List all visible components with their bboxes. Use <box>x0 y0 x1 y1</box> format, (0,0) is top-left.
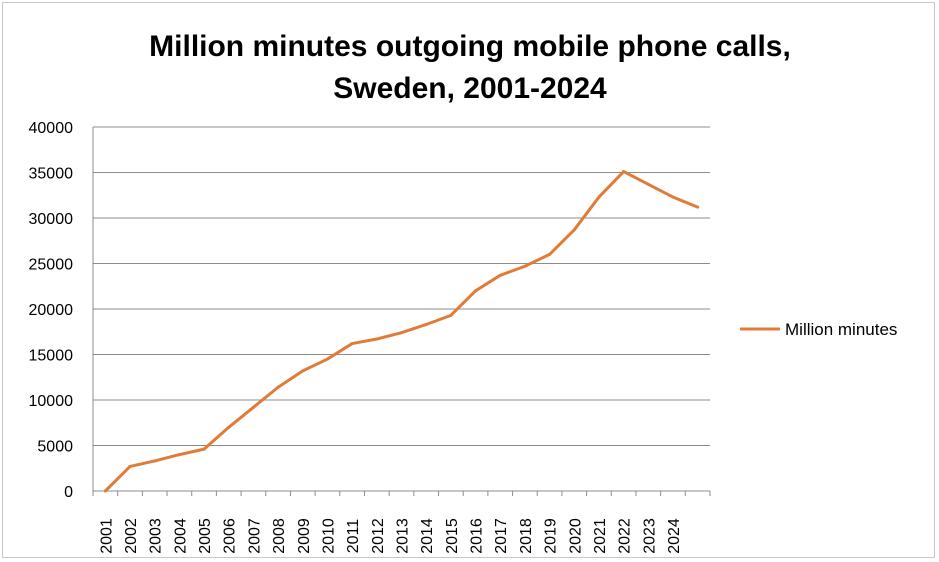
x-tick-label: 2010 <box>320 518 337 554</box>
x-tick-label: 2019 <box>543 518 560 554</box>
data-point <box>103 489 107 493</box>
x-tick-label: 2007 <box>246 518 263 554</box>
chart-title-line-1: Million minutes outgoing mobile phone ca… <box>149 30 791 63</box>
x-tick-label: 2012 <box>370 518 387 554</box>
data-point <box>202 447 206 451</box>
data-point <box>251 405 255 409</box>
x-tick-label: 2008 <box>271 518 288 554</box>
y-tick-label: 5000 <box>37 439 73 456</box>
x-tick-label: 2021 <box>592 518 609 554</box>
data-point <box>153 459 157 463</box>
x-tick-label: 2004 <box>172 518 189 554</box>
x-tick-label: 2001 <box>98 518 115 554</box>
data-point <box>622 170 626 174</box>
data-point <box>597 195 601 199</box>
data-point <box>350 342 354 346</box>
x-tick-label: 2017 <box>493 518 510 554</box>
data-point <box>375 337 379 341</box>
x-tick-label: 2024 <box>666 518 683 554</box>
data-point <box>424 322 428 326</box>
data-point <box>325 357 329 361</box>
data-point <box>276 385 280 389</box>
chart-title-line-2: Sweden, 2001-2024 <box>333 72 607 105</box>
y-tick-label: 20000 <box>29 302 74 319</box>
x-tick-label: 2020 <box>567 518 584 554</box>
data-point <box>572 228 576 232</box>
x-tick-label: 2015 <box>444 518 461 554</box>
x-tick-label: 2023 <box>641 518 658 554</box>
data-point <box>128 464 132 468</box>
y-tick-label: 15000 <box>29 348 74 365</box>
x-tick-label: 2006 <box>222 518 239 554</box>
legend: Million minutes <box>740 320 897 339</box>
x-tick-label: 2016 <box>469 518 486 554</box>
data-point <box>548 252 552 256</box>
data-point <box>177 453 181 457</box>
x-tick-label: 2018 <box>518 518 535 554</box>
y-tick-label: 30000 <box>29 211 74 228</box>
data-point <box>646 182 650 186</box>
y-tick-label: 35000 <box>29 166 74 183</box>
data-point <box>474 289 478 293</box>
data-point <box>696 205 700 209</box>
data-point <box>523 264 527 268</box>
y-tick-label: 25000 <box>29 257 74 274</box>
x-tick-label: 2022 <box>617 518 634 554</box>
data-point <box>400 331 403 335</box>
x-tick-label: 2003 <box>148 518 165 554</box>
x-tick-label: 2013 <box>395 518 412 554</box>
x-tick-label: 2002 <box>123 518 140 554</box>
data-point <box>449 313 453 317</box>
y-tick-label: 40000 <box>29 120 74 137</box>
y-tick-label: 10000 <box>29 393 74 410</box>
data-point <box>227 425 231 429</box>
data-point <box>498 273 502 277</box>
legend-label: Million minutes <box>785 320 897 339</box>
x-tick-label: 2014 <box>419 518 436 554</box>
x-tick-label: 2011 <box>345 519 362 554</box>
y-tick-label: 0 <box>64 484 73 501</box>
data-point <box>671 195 675 199</box>
data-point <box>301 369 305 373</box>
x-tick-label: 2005 <box>197 518 214 554</box>
x-tick-label: 2009 <box>296 518 313 554</box>
